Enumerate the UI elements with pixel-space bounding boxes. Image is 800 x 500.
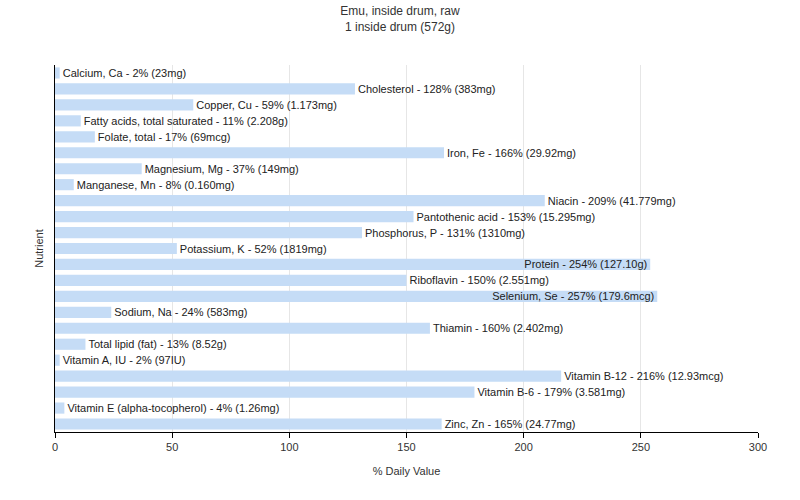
svg-text:Magnesium, Mg - 37% (149mg): Magnesium, Mg - 37% (149mg) xyxy=(145,163,299,175)
svg-text:Vitamin B-12 - 216% (12.93mcg): Vitamin B-12 - 216% (12.93mcg) xyxy=(564,370,723,382)
svg-text:Vitamin E (alpha-tocopherol) -: Vitamin E (alpha-tocopherol) - 4% (1.26m… xyxy=(67,402,279,414)
svg-text:200: 200 xyxy=(514,441,532,453)
svg-text:Iron, Fe - 166% (29.92mg): Iron, Fe - 166% (29.92mg) xyxy=(447,147,576,159)
svg-text:Fatty acids, total saturated -: Fatty acids, total saturated - 11% (2.20… xyxy=(84,115,288,127)
svg-text:Selenium, Se - 257% (179.6mcg): Selenium, Se - 257% (179.6mcg) xyxy=(492,290,654,302)
svg-text:Calcium, Ca - 2% (23mg): Calcium, Ca - 2% (23mg) xyxy=(63,67,186,79)
svg-text:Zinc, Zn - 165% (24.77mg): Zinc, Zn - 165% (24.77mg) xyxy=(445,418,576,430)
svg-text:100: 100 xyxy=(280,441,298,453)
svg-text:300: 300 xyxy=(749,441,767,453)
svg-text:Folate, total - 17% (69mcg): Folate, total - 17% (69mcg) xyxy=(98,131,231,143)
svg-text:Sodium, Na - 24% (583mg): Sodium, Na - 24% (583mg) xyxy=(114,306,247,318)
svg-text:Thiamin - 160% (2.402mg): Thiamin - 160% (2.402mg) xyxy=(433,322,563,334)
svg-text:Pantothenic acid - 153% (15.29: Pantothenic acid - 153% (15.295mg) xyxy=(417,211,596,223)
svg-text:Emu, inside drum, raw1 inside: Emu, inside drum, raw1 inside drum (572g… xyxy=(340,4,460,34)
svg-text:150: 150 xyxy=(397,441,415,453)
svg-text:Manganese, Mn - 8% (0.160mg): Manganese, Mn - 8% (0.160mg) xyxy=(77,179,235,191)
svg-text:250: 250 xyxy=(632,441,650,453)
svg-text:Copper, Cu - 59% (1.173mg): Copper, Cu - 59% (1.173mg) xyxy=(196,99,337,111)
svg-text:Vitamin B-6 - 179% (3.581mg): Vitamin B-6 - 179% (3.581mg) xyxy=(477,386,625,398)
svg-text:Nutrient: Nutrient xyxy=(33,229,45,268)
svg-text:0: 0 xyxy=(52,441,58,453)
svg-text:Total lipid (fat) - 13% (8.52g: Total lipid (fat) - 13% (8.52g) xyxy=(88,338,226,350)
svg-text:Vitamin A, IU - 2% (97IU): Vitamin A, IU - 2% (97IU) xyxy=(63,354,186,366)
svg-text:Riboflavin - 150% (2.551mg): Riboflavin - 150% (2.551mg) xyxy=(410,274,549,286)
svg-text:50: 50 xyxy=(166,441,178,453)
svg-text:Protein - 254% (127.10g): Protein - 254% (127.10g) xyxy=(524,258,647,270)
svg-text:Potassium, K - 52% (1819mg): Potassium, K - 52% (1819mg) xyxy=(180,243,327,255)
svg-text:Cholesterol - 128% (383mg): Cholesterol - 128% (383mg) xyxy=(358,83,496,95)
svg-text:Niacin - 209% (41.779mg): Niacin - 209% (41.779mg) xyxy=(548,195,676,207)
svg-text:% Daily Value: % Daily Value xyxy=(373,465,441,477)
svg-text:Phosphorus, P - 131% (1310mg): Phosphorus, P - 131% (1310mg) xyxy=(365,227,525,239)
